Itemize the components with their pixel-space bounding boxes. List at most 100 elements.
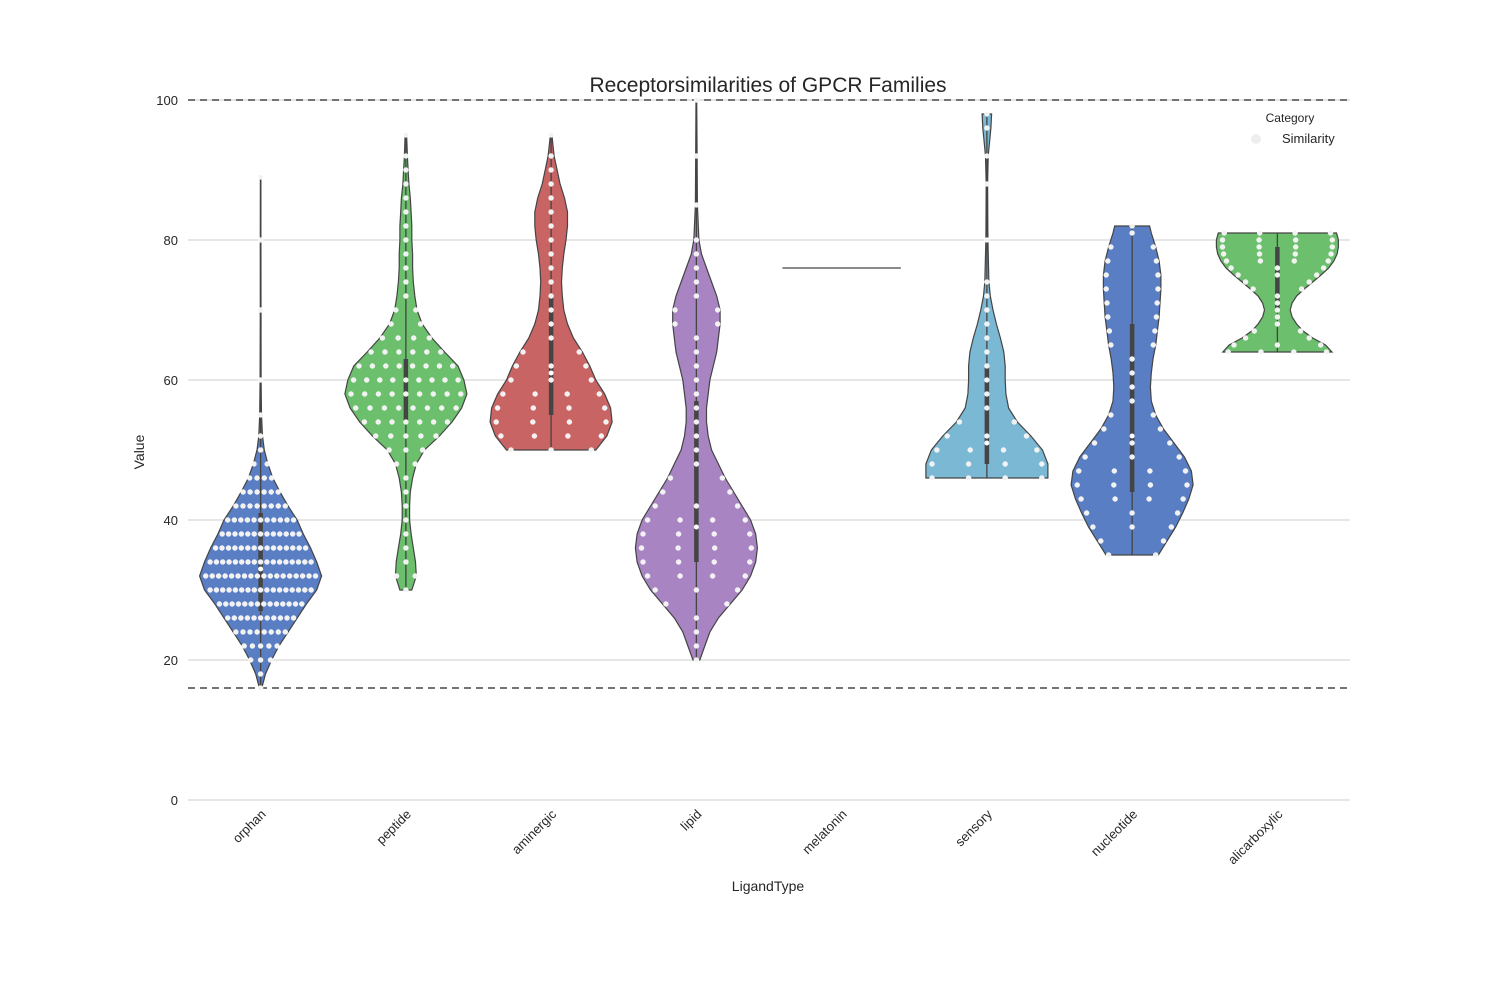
swarm-point [1129, 440, 1135, 446]
swarm-point [225, 545, 232, 551]
swarm-point [257, 377, 264, 383]
swarm-point [416, 377, 422, 383]
swarm-point [261, 629, 267, 635]
swarm-point [712, 545, 718, 551]
swarm-point [240, 503, 246, 509]
swarm-point [1153, 314, 1160, 320]
x-axis-ticks: orphan peptide aminergic lipid melatonin sens… [230, 806, 1286, 867]
swarm-point [257, 237, 264, 243]
swarm-point [356, 363, 362, 369]
swarm-point [396, 405, 402, 411]
swarm-point [368, 349, 374, 355]
swarm-point [247, 503, 253, 509]
swarm-point [232, 545, 238, 551]
swarm-point [727, 489, 733, 495]
swarm-point [1147, 482, 1154, 488]
swarm-point [1000, 447, 1007, 453]
swarm-point [257, 685, 264, 691]
swarm-point [747, 531, 753, 537]
swarm-point [1103, 272, 1109, 278]
swarm-point [747, 559, 753, 565]
swarm-point [412, 461, 418, 467]
swarm-point [564, 391, 570, 397]
swarm-orphan [202, 174, 319, 691]
swarm-point [403, 475, 409, 481]
swarm-point [219, 545, 225, 551]
swarm-point [284, 517, 290, 523]
violin-median [693, 524, 699, 530]
swarm-point [403, 377, 409, 383]
swarm-point [530, 405, 536, 411]
swarm-point [1150, 342, 1157, 348]
swarm-point [1320, 265, 1327, 271]
swarm-point [748, 545, 754, 551]
swarm-point [548, 335, 554, 341]
swarm-point [403, 391, 409, 397]
swarm-point [1108, 412, 1114, 418]
swarm-point [299, 601, 305, 607]
swarm-point [293, 573, 299, 579]
swarm-point [1298, 286, 1305, 292]
swarm-point [413, 307, 419, 313]
swarm-point [264, 545, 270, 551]
swarm-point [238, 615, 244, 621]
swarm-point [418, 433, 424, 439]
swarm-point [1292, 230, 1298, 236]
swarm-point [433, 433, 439, 439]
swarm-point [264, 461, 270, 467]
swarm-point [238, 545, 245, 551]
swarm-point [1274, 307, 1281, 313]
swarm-point [742, 573, 748, 579]
swarm-point [663, 601, 669, 607]
swarm-point [693, 447, 700, 453]
swarm-point [251, 461, 257, 467]
swarm-point [520, 349, 526, 355]
swarm-point [209, 573, 215, 579]
swarm-point [693, 433, 700, 439]
swarm-point [257, 587, 264, 593]
swarm-point [530, 419, 536, 425]
swarm-point [295, 559, 302, 565]
swarm-point [264, 559, 270, 565]
swarm-point [247, 489, 253, 495]
swarm-point [375, 391, 382, 397]
swarm-aminergic [493, 132, 609, 453]
swarm-point [274, 643, 280, 649]
swarm-point [270, 531, 277, 537]
swarm-point [1219, 237, 1226, 243]
swarm-point [1231, 342, 1237, 348]
swarm-point [1306, 335, 1312, 341]
swarm-point [1098, 538, 1104, 544]
swarm-point [1274, 265, 1281, 271]
swarm-point [1182, 468, 1189, 474]
swarm-point [267, 601, 273, 607]
swarm-point [251, 545, 257, 551]
swarm-point [275, 503, 281, 509]
swarm-point [644, 517, 651, 523]
swarm-point [693, 335, 700, 341]
swarm-point [1023, 433, 1030, 439]
y-axis-label: Value [131, 434, 147, 469]
swarm-point [444, 391, 450, 397]
swarm-point [245, 531, 251, 537]
swarm-point [652, 503, 658, 509]
swarm-point [693, 615, 700, 621]
swarm-point [1256, 244, 1262, 250]
swarm-point [277, 517, 284, 523]
swarm-point [1328, 251, 1334, 257]
swarm-point [675, 559, 682, 565]
swarm-point [276, 587, 283, 593]
swarm-point [734, 587, 741, 593]
swarm-point [389, 419, 395, 425]
swarm-point [409, 363, 416, 369]
swarm-point [1168, 524, 1175, 530]
swarm-point [290, 517, 297, 523]
swarm-point [238, 587, 245, 593]
swarm-point [426, 335, 432, 341]
swarm-point [257, 559, 264, 565]
swarm-point [222, 573, 228, 579]
swarm-point [984, 125, 990, 131]
swarm-point [267, 573, 273, 579]
swarm-point [254, 503, 260, 509]
